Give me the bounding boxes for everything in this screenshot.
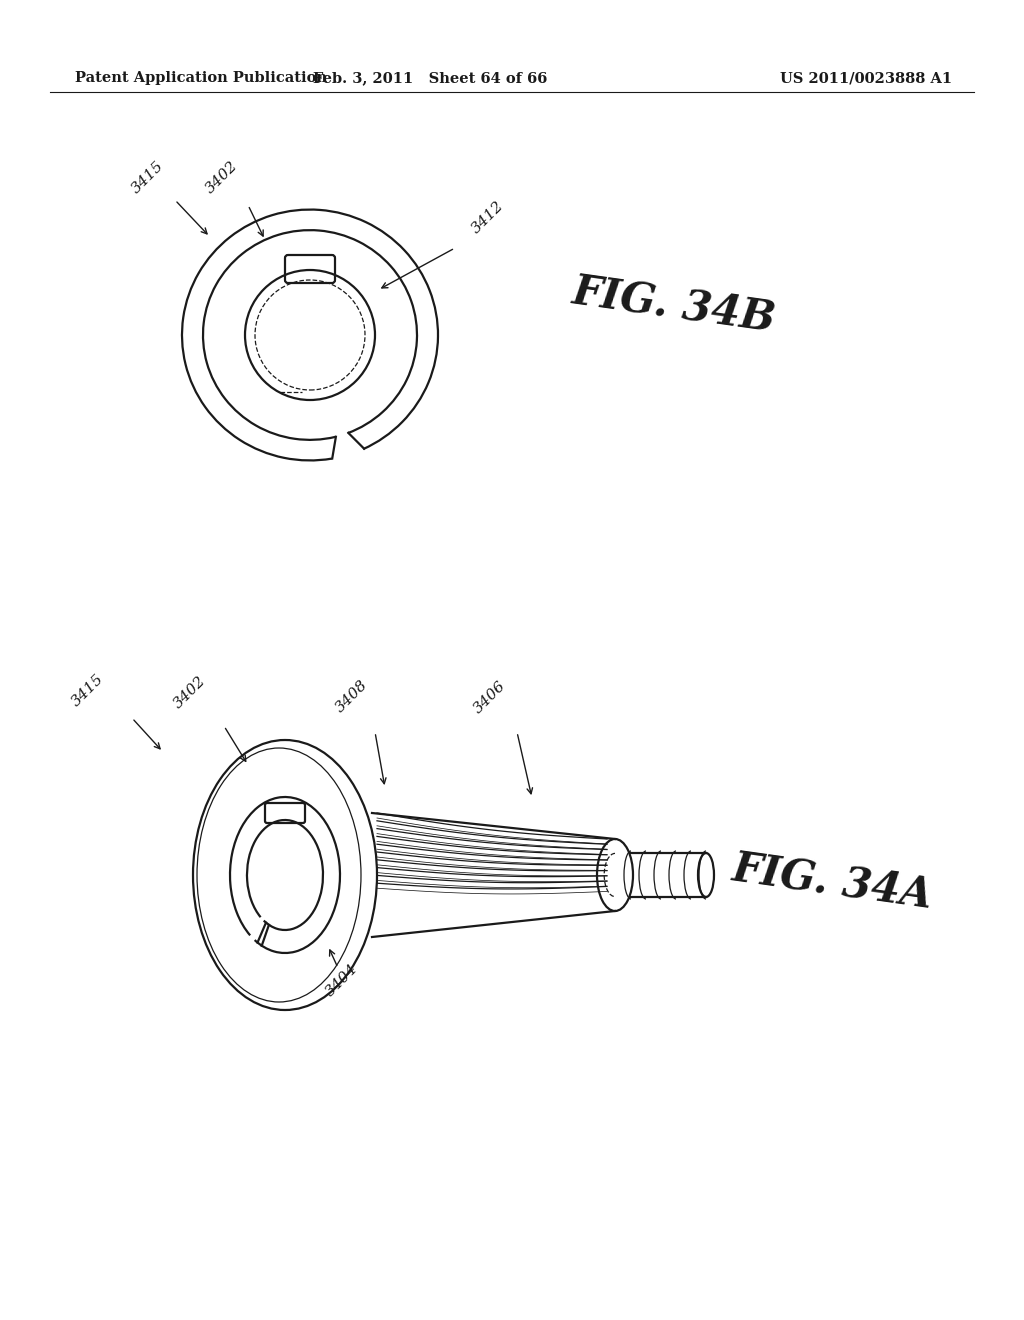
Text: 3402: 3402 bbox=[171, 673, 209, 710]
Text: 3412: 3412 bbox=[469, 198, 507, 236]
Text: 3415: 3415 bbox=[70, 672, 106, 709]
Text: 3404: 3404 bbox=[324, 961, 360, 999]
Text: Feb. 3, 2011   Sheet 64 of 66: Feb. 3, 2011 Sheet 64 of 66 bbox=[312, 71, 547, 84]
Text: 3408: 3408 bbox=[333, 677, 371, 714]
Text: 3415: 3415 bbox=[129, 158, 167, 195]
Text: 3402: 3402 bbox=[203, 158, 241, 195]
Text: US 2011/0023888 A1: US 2011/0023888 A1 bbox=[780, 71, 952, 84]
Text: FIG. 34A: FIG. 34A bbox=[730, 847, 936, 917]
Text: FIG. 34B: FIG. 34B bbox=[570, 269, 779, 341]
Text: Patent Application Publication: Patent Application Publication bbox=[75, 71, 327, 84]
Text: 3406: 3406 bbox=[471, 678, 509, 715]
